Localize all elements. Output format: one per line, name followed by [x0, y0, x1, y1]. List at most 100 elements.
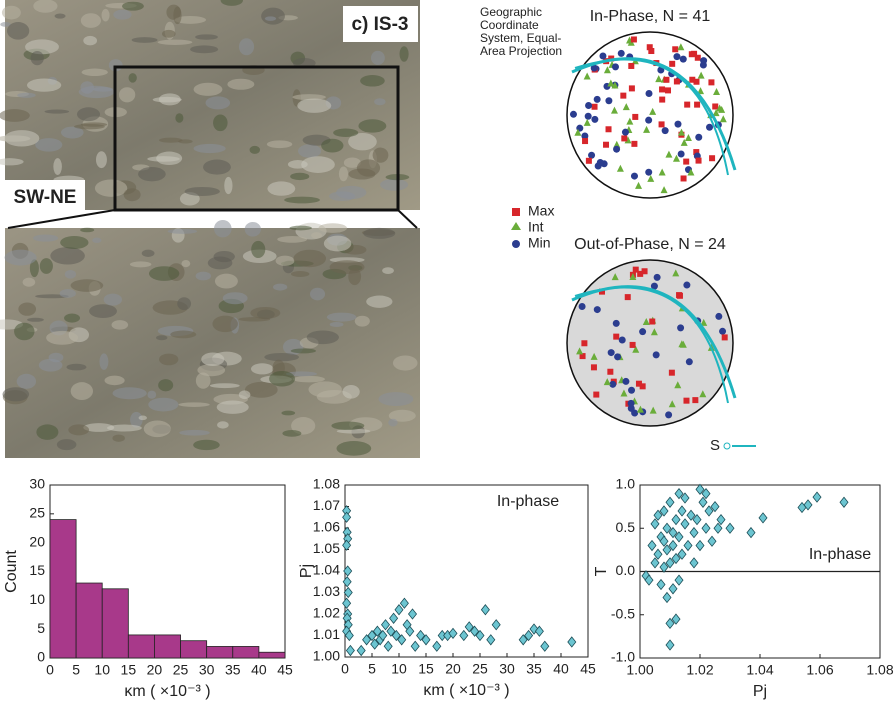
- photo-blob: [7, 22, 29, 40]
- photo-blob: [132, 37, 158, 43]
- photo-blob: [251, 241, 265, 258]
- photo-blob: [148, 398, 178, 412]
- max-axis: [632, 114, 638, 120]
- y-tick-label: 20: [29, 533, 45, 549]
- photo-blob: [175, 113, 183, 123]
- photo-blob: [17, 93, 36, 98]
- photo-blob: [64, 313, 80, 322]
- photo-blob: [77, 107, 100, 121]
- photo-blob: [39, 359, 63, 372]
- photo-blob: [74, 124, 105, 129]
- max-axis: [692, 397, 698, 403]
- point: [384, 641, 392, 651]
- x-tick-label: 1.06: [806, 662, 833, 678]
- photo-blob: [284, 197, 320, 204]
- y-tick-label: 1.07: [313, 497, 340, 513]
- photo-blob: [130, 261, 151, 267]
- photo-blob: [60, 289, 76, 298]
- max-axis: [669, 61, 675, 67]
- photo-blob: [162, 30, 176, 38]
- photo-blob: [80, 228, 94, 233]
- point: [343, 512, 351, 522]
- photo-blob: [267, 140, 292, 148]
- max-axis: [621, 135, 627, 141]
- max-axis: [659, 121, 665, 127]
- photo-blob: [68, 424, 89, 435]
- point: [433, 641, 441, 651]
- max-axis: [649, 319, 655, 325]
- photo-blob: [170, 331, 196, 339]
- photo-blob: [107, 425, 142, 432]
- photo-blob: [195, 34, 218, 39]
- photo-blob: [112, 320, 129, 329]
- x-tick-label: 45: [277, 662, 293, 678]
- min-axis: [715, 313, 722, 320]
- photo-blob: [139, 416, 147, 421]
- min-axis: [662, 127, 669, 134]
- photo-blob: [273, 284, 287, 291]
- min-axis: [719, 328, 726, 335]
- max-axis: [674, 78, 680, 84]
- min-axis: [674, 121, 681, 128]
- x-tick-label: 1.02: [686, 662, 713, 678]
- photo-blob: [25, 39, 59, 54]
- photo-blob: [4, 130, 39, 146]
- x-tick-label: 25: [472, 661, 488, 677]
- point: [696, 541, 704, 551]
- point: [813, 492, 821, 502]
- point: [690, 528, 698, 538]
- bar: [76, 583, 102, 658]
- photo-blob: [217, 421, 229, 428]
- max-axis: [669, 370, 675, 376]
- point: [395, 605, 403, 615]
- max-axis: [606, 126, 612, 132]
- photo-blob: [102, 9, 110, 22]
- photo-blob: [66, 364, 86, 371]
- x-tick-label: 20: [147, 662, 163, 678]
- photo-blob: [95, 179, 127, 196]
- point: [346, 646, 354, 656]
- photo-blob: [168, 229, 198, 234]
- photo-blob: [35, 138, 62, 152]
- photo-blob: [158, 40, 193, 45]
- min-axis: [677, 324, 684, 331]
- photo-blob: [378, 392, 413, 406]
- photo-blob: [290, 173, 309, 180]
- y-tick-label: 0.0: [616, 562, 636, 578]
- min-axis: [706, 124, 713, 131]
- point: [492, 620, 500, 630]
- max-axis: [648, 48, 654, 54]
- photo-blob: [89, 304, 117, 318]
- photo-blob: [206, 96, 231, 109]
- photo-blob: [53, 158, 62, 175]
- max-axis: [694, 102, 700, 108]
- photo-blob: [82, 69, 108, 76]
- legend-marker: [511, 222, 521, 230]
- charts: 051015202530354045051015202530κm ( ×10⁻³…: [3, 476, 894, 701]
- min-axis: [612, 63, 619, 70]
- figure: c) IS-3 SW-NE In-Phase, N = 41 Out-of-Ph…: [0, 0, 895, 708]
- max-axis: [709, 155, 715, 161]
- photo-blob: [92, 238, 101, 243]
- point: [666, 497, 674, 507]
- min-axis: [654, 274, 661, 281]
- point: [663, 592, 671, 602]
- photo-blob: [217, 401, 249, 414]
- y-tick-label: 1.0: [616, 476, 636, 492]
- photo-blob: [371, 51, 385, 65]
- point: [666, 640, 674, 650]
- photo-blob: [156, 335, 167, 340]
- photo-blob: [265, 16, 276, 20]
- max-axis: [712, 103, 718, 109]
- photo-blob: [119, 87, 135, 102]
- photo-blob: [201, 352, 224, 366]
- point: [568, 637, 576, 647]
- photo-blob: [122, 2, 144, 11]
- photo-blob: [177, 297, 191, 310]
- photo-blob: [60, 236, 88, 249]
- direction-label: SW-NE: [14, 187, 77, 208]
- photo-blob: [194, 83, 223, 96]
- x-tick-label: 30: [499, 661, 515, 677]
- zoom-line: [398, 210, 417, 228]
- photo-blob: [31, 51, 44, 65]
